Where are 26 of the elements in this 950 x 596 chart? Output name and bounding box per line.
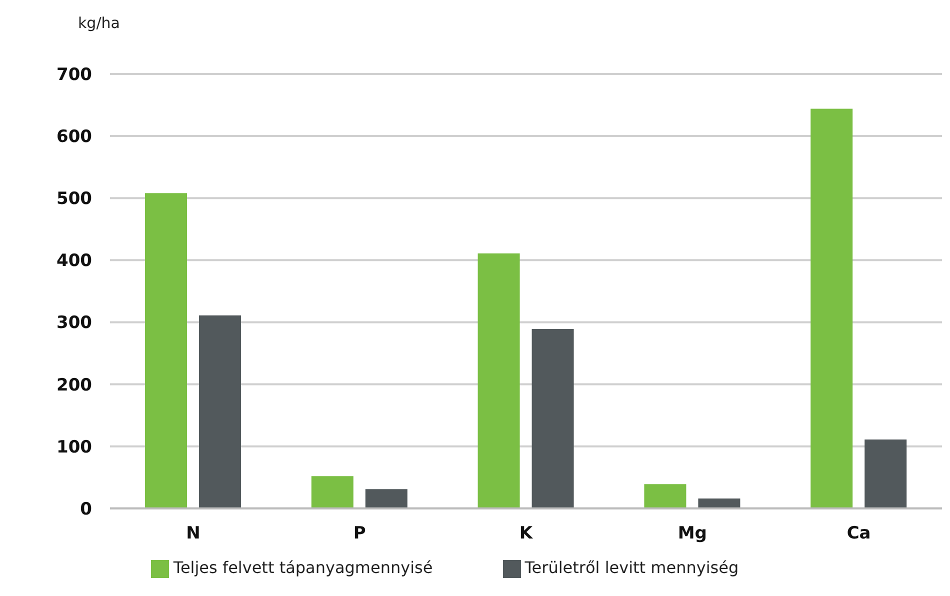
x-tick-label: N (186, 523, 200, 544)
x-tick-label: P (353, 523, 366, 544)
y-tick-label: 100 (56, 437, 92, 458)
x-tick-label: Mg (678, 523, 707, 544)
bar (311, 476, 354, 508)
y-tick-label: 700 (56, 65, 92, 86)
y-tick-label: 200 (56, 375, 92, 396)
bar (478, 253, 520, 508)
x-tick-label: K (519, 523, 534, 544)
y-tick-label: 500 (56, 189, 92, 210)
y-tick-label: 0 (80, 499, 92, 520)
legend-label: Területről levitt mennyiség (524, 558, 739, 578)
y-tick-label: 300 (56, 313, 92, 334)
bar (365, 489, 408, 508)
bar (644, 484, 686, 508)
bar (199, 315, 241, 508)
x-tick-label: Ca (846, 523, 871, 544)
bar (145, 193, 187, 508)
bar (698, 498, 740, 508)
y-tick-label: 400 (56, 251, 92, 272)
bar (810, 108, 853, 508)
y-tick-label: 600 (56, 127, 92, 148)
bar (532, 329, 574, 508)
legend-label: Teljes felvett tápanyagmennyisé (173, 558, 433, 578)
y-axis-title: kg/ha (78, 14, 120, 32)
bar (864, 439, 907, 508)
